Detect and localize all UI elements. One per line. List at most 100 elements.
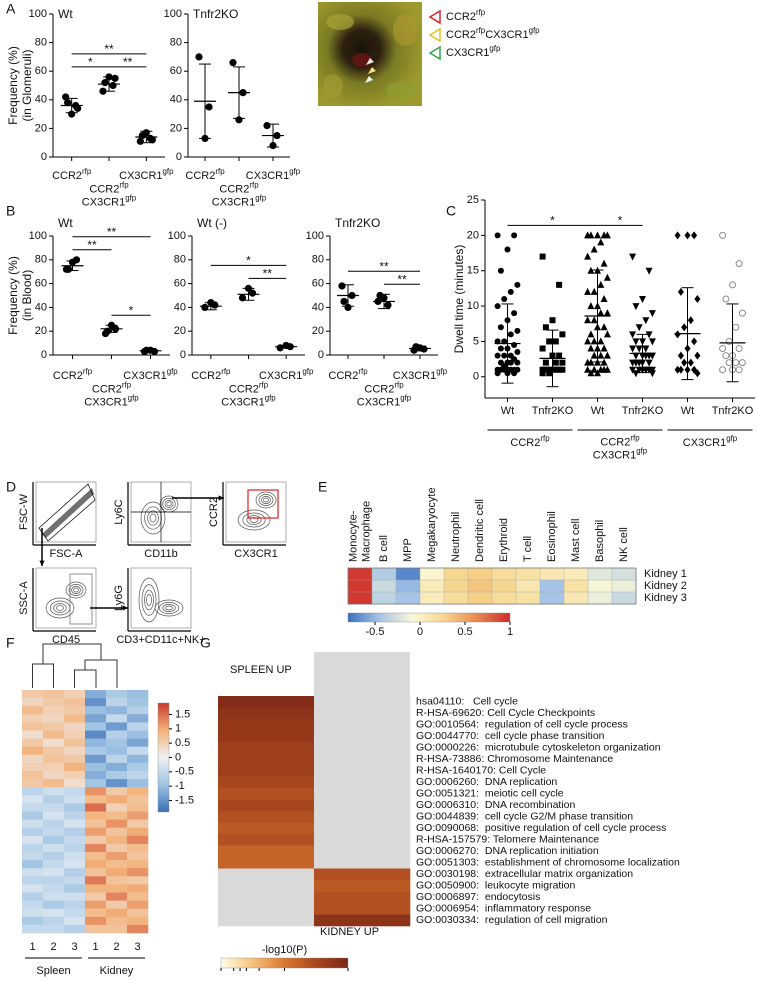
heatmap-cell bbox=[127, 860, 149, 869]
heatmap-cell bbox=[43, 698, 65, 707]
point bbox=[494, 303, 501, 310]
heatmap-cell bbox=[419, 591, 445, 605]
heatmap-cell bbox=[43, 754, 65, 764]
row-label: GO:0050900: leukocyte migration bbox=[416, 880, 576, 892]
significance-label: ** bbox=[397, 272, 407, 286]
row-label: GO:0000226: microtubule cytoskeleton org… bbox=[416, 742, 661, 754]
row-label: GO:0030334: regulation of cell migration bbox=[416, 914, 608, 926]
heatmap-cell bbox=[22, 884, 44, 893]
heatmap-cell bbox=[64, 908, 86, 918]
heatmap-cell bbox=[85, 690, 107, 699]
point bbox=[732, 323, 740, 331]
heatmap-cell bbox=[218, 845, 315, 858]
x-tick-label: CX3CR1gfp bbox=[246, 167, 301, 182]
flow-density bbox=[42, 488, 94, 538]
row-label: GO:0030198: extracellular matrix organiz… bbox=[416, 868, 633, 880]
flow-contour bbox=[140, 501, 166, 535]
flow-contour bbox=[242, 512, 266, 528]
point bbox=[735, 260, 743, 268]
heatmap-cell bbox=[64, 900, 86, 909]
column-label: Dendritic cell bbox=[474, 499, 486, 562]
colorbar-tick-label: 6 bbox=[257, 979, 262, 981]
heatmap-cell bbox=[127, 876, 149, 885]
missing-cell bbox=[314, 730, 411, 743]
point bbox=[494, 338, 501, 345]
missing-cell bbox=[314, 753, 411, 766]
point bbox=[546, 370, 553, 377]
significance-label: * bbox=[246, 254, 251, 268]
point bbox=[597, 309, 605, 317]
point bbox=[719, 345, 727, 352]
point bbox=[556, 281, 563, 288]
missing-cell bbox=[314, 857, 411, 869]
group-label: CX3CR1gfp bbox=[683, 434, 738, 449]
point bbox=[109, 81, 117, 90]
heatmap-cell bbox=[85, 908, 107, 918]
point bbox=[539, 253, 546, 260]
x-tick-label: CCR2rfp CX3CR1gfp bbox=[84, 380, 139, 408]
heatmap-cell bbox=[106, 754, 128, 764]
point bbox=[559, 366, 566, 373]
missing-cell bbox=[314, 834, 411, 846]
heatmap-cell bbox=[22, 916, 44, 926]
point bbox=[629, 345, 637, 353]
y-tick-label: 80 bbox=[174, 254, 186, 266]
heatmap-cell bbox=[314, 891, 411, 904]
y-tick-label: 0 bbox=[180, 349, 186, 361]
y-tick-label: 60 bbox=[170, 65, 182, 77]
missing-cell bbox=[218, 868, 315, 881]
heatmap-cell bbox=[64, 924, 86, 934]
point bbox=[497, 267, 504, 274]
column-label: SPLEEN UP bbox=[230, 664, 292, 676]
significance-label: * bbox=[129, 303, 134, 317]
point bbox=[590, 337, 598, 345]
heatmap-cell bbox=[127, 916, 149, 926]
point bbox=[549, 317, 556, 324]
heatmap-cell bbox=[64, 730, 86, 739]
row-label: GO:0090068: positive regulation of cell … bbox=[416, 822, 666, 834]
legend-marker bbox=[428, 45, 441, 61]
heatmap-cell bbox=[85, 771, 107, 780]
y-tick-label: 80 bbox=[35, 254, 47, 266]
heatmap-cell bbox=[85, 876, 107, 885]
point bbox=[642, 345, 650, 353]
heatmap-cell bbox=[347, 579, 373, 593]
point bbox=[735, 345, 743, 352]
heatmap-cell bbox=[347, 591, 373, 605]
point bbox=[632, 370, 640, 378]
row-label: GO:0006897: endocytosis bbox=[416, 891, 540, 903]
row-label: GO:0010564: regulation of cell cycle pro… bbox=[416, 719, 628, 731]
heatmap-cell bbox=[22, 730, 44, 739]
heatmap-cell bbox=[467, 567, 493, 581]
point bbox=[725, 359, 733, 367]
heatmap-cell bbox=[22, 690, 44, 699]
heatmap-cell bbox=[22, 908, 44, 918]
point bbox=[642, 317, 650, 325]
heatmap-cell bbox=[127, 852, 149, 861]
heatmap-cell bbox=[85, 754, 107, 764]
colorbar-tick-label: 10 bbox=[279, 979, 289, 981]
point bbox=[694, 295, 701, 303]
flow-gate bbox=[38, 483, 96, 542]
colorbar-tick-label: 0.5 bbox=[175, 737, 190, 749]
heatmap-cell bbox=[85, 738, 107, 747]
y-tick-label: 25 bbox=[467, 194, 479, 206]
y-tick-label: 20 bbox=[312, 325, 324, 337]
panel-label: E bbox=[318, 479, 327, 495]
heatmap-cell bbox=[563, 567, 589, 581]
heatmap-cell bbox=[106, 876, 128, 885]
heatmap-cell bbox=[106, 900, 128, 909]
x-tick-label: Wt bbox=[591, 405, 604, 417]
heatmap-cell bbox=[22, 876, 44, 885]
flow-contour bbox=[261, 496, 271, 504]
heatmap-cell bbox=[64, 698, 86, 707]
point bbox=[677, 287, 684, 296]
point bbox=[497, 345, 504, 352]
point bbox=[148, 136, 156, 144]
heatmap-cell bbox=[106, 835, 128, 845]
heatmap-cell bbox=[127, 924, 149, 934]
heatmap-cell bbox=[106, 827, 128, 837]
heatmap-cell bbox=[64, 746, 86, 756]
point bbox=[603, 351, 611, 359]
heatmap-cell bbox=[22, 762, 44, 772]
